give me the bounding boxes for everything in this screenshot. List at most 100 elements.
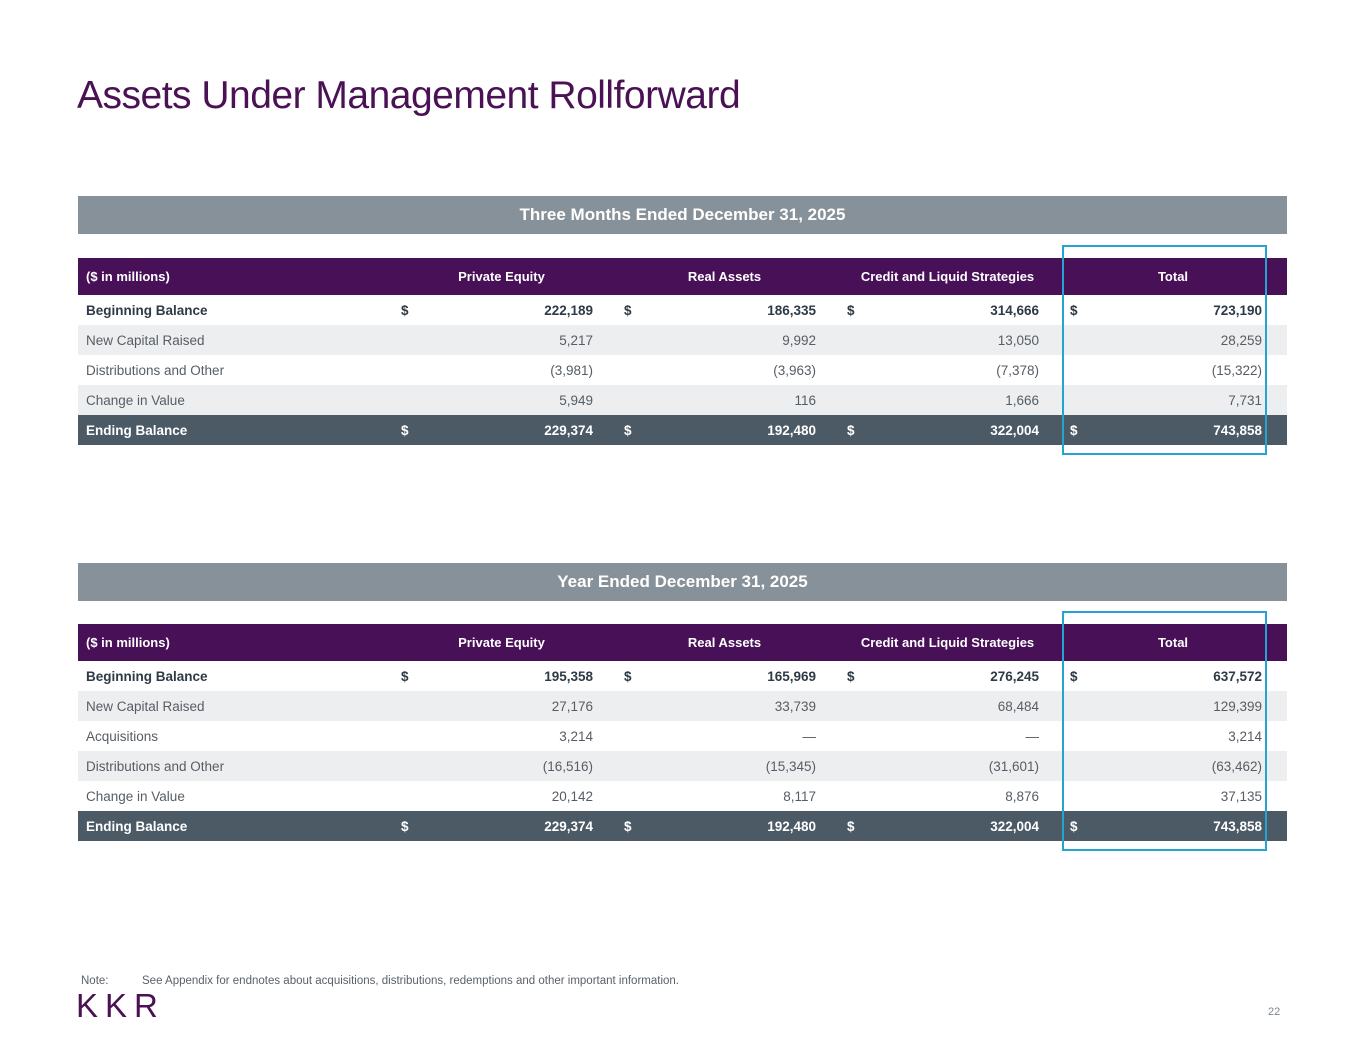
value: 116: [794, 392, 816, 408]
value: (31,601): [988, 758, 1039, 774]
value: 743,858: [1213, 818, 1262, 834]
row-label: Ending Balance: [86, 818, 188, 834]
cell-value: (3,963): [613, 355, 836, 385]
cell-value: 13,050: [836, 325, 1059, 355]
table-row: Distributions and Other (3,981) (3,963) (7,…: [78, 355, 1287, 385]
value: 129,399: [1213, 698, 1262, 714]
value: 20,142: [551, 788, 593, 804]
page-title: Assets Under Management Rollforward: [77, 74, 741, 117]
cell-value: $229,374: [390, 811, 613, 841]
cell-value: 116: [613, 385, 836, 415]
cell-value: 5,949: [390, 385, 613, 415]
value: 13,050: [997, 332, 1039, 348]
row-label: New Capital Raised: [86, 332, 205, 348]
value: 229,374: [544, 422, 593, 438]
column-header: Private Equity: [458, 269, 545, 284]
cell-value: 129,399: [1059, 691, 1287, 721]
value: 314,666: [990, 302, 1039, 318]
row-label: Beginning Balance: [86, 302, 208, 318]
footnote: Note: See Appendix for endnotes about acq…: [81, 975, 679, 987]
table-row: Distributions and Other (16,516) (15,345) (…: [78, 751, 1287, 781]
dollar-sign: $: [401, 668, 409, 684]
cell-value: $637,572: [1059, 661, 1287, 691]
cell-value: $186,335: [613, 295, 836, 325]
row-label: Ending Balance: [86, 422, 188, 438]
cell-value: 20,142: [390, 781, 613, 811]
cell-value: (16,516): [390, 751, 613, 781]
row-label: Beginning Balance: [86, 668, 208, 684]
value: 743,858: [1213, 422, 1262, 438]
cell-value: $229,374: [390, 415, 613, 445]
value: 8,117: [783, 788, 816, 804]
dollar-sign: $: [624, 668, 632, 684]
cell-value: $192,480: [613, 811, 836, 841]
value: (7,378): [996, 362, 1039, 378]
value: 33,739: [774, 698, 816, 714]
cell-value: $322,004: [836, 811, 1059, 841]
cell-value: 37,135: [1059, 781, 1287, 811]
cell-value: $192,480: [613, 415, 836, 445]
dollar-sign: $: [847, 818, 855, 834]
column-header: Total: [1157, 269, 1189, 284]
value: 9,992: [782, 332, 816, 348]
table-row: Acquisitions 3,214 — — 3,214: [78, 721, 1287, 751]
column-header: Private Equity: [458, 635, 545, 650]
value: 723,190: [1213, 302, 1262, 318]
cell-value: (3,981): [390, 355, 613, 385]
column-header: Real Assets: [687, 269, 762, 284]
value: 322,004: [990, 818, 1039, 834]
value: (63,462): [1211, 758, 1262, 774]
cell-value: $723,190: [1059, 295, 1287, 325]
cell-value: 9,992: [613, 325, 836, 355]
dollar-sign: $: [1070, 302, 1078, 318]
table-three-months: Three Months Ended December 31, 2025 ($ …: [78, 196, 1287, 455]
cell-value: $195,358: [390, 661, 613, 691]
table-row: Change in Value 5,949 116 1,666 7,731: [78, 385, 1287, 415]
cell-value: $743,858: [1059, 811, 1287, 841]
value: 222,189: [544, 302, 593, 318]
cell-value: —: [613, 721, 836, 751]
cell-value: 68,484: [836, 691, 1059, 721]
row-label: Change in Value: [86, 788, 185, 804]
dollar-sign: $: [401, 818, 409, 834]
value: 637,572: [1213, 668, 1262, 684]
value: 192,480: [767, 422, 816, 438]
cell-value: 8,117: [613, 781, 836, 811]
cell-value: (15,345): [613, 751, 836, 781]
value: —: [802, 728, 817, 744]
value: (3,963): [773, 362, 816, 378]
dollar-sign: $: [624, 422, 632, 438]
cell-value: 5,217: [390, 325, 613, 355]
cell-value: 7,731: [1059, 385, 1287, 415]
value: —: [1025, 728, 1040, 744]
cell-value: 3,214: [390, 721, 613, 751]
value: 1,666: [1005, 392, 1039, 408]
table-header-row: ($ in millions) Private Equity Real Assets…: [78, 258, 1287, 295]
table-period-banner: Three Months Ended December 31, 2025: [78, 196, 1287, 234]
row-label: Distributions and Other: [86, 362, 225, 378]
value: 276,245: [990, 668, 1039, 684]
cell-value: $322,004: [836, 415, 1059, 445]
value: 322,004: [990, 422, 1039, 438]
dollar-sign: $: [624, 818, 632, 834]
dollar-sign: $: [847, 668, 855, 684]
dollar-sign: $: [1070, 422, 1078, 438]
value: 28,259: [1220, 332, 1262, 348]
cell-value: 3,214: [1059, 721, 1287, 751]
column-header: ($ in millions): [86, 269, 170, 284]
value: 195,358: [544, 668, 593, 684]
row-label: Distributions and Other: [86, 758, 225, 774]
table-header-row: ($ in millions) Private Equity Real Assets…: [78, 624, 1287, 661]
cell-value: $314,666: [836, 295, 1059, 325]
table-row: Beginning Balance $222,189 $186,335 $314,66…: [78, 295, 1287, 325]
column-header: Credit and Liquid Strategies: [860, 269, 1035, 284]
cell-value: $222,189: [390, 295, 613, 325]
dollar-sign: $: [1070, 668, 1078, 684]
spacer: [78, 601, 1287, 624]
value: 8,876: [1005, 788, 1039, 804]
table-row: Ending Balance $229,374 $192,480 $322,004 $7…: [78, 415, 1287, 445]
table-body: Beginning Balance $195,358 $165,969 $276,24…: [78, 661, 1287, 841]
value: 192,480: [767, 818, 816, 834]
value: 186,335: [767, 302, 816, 318]
